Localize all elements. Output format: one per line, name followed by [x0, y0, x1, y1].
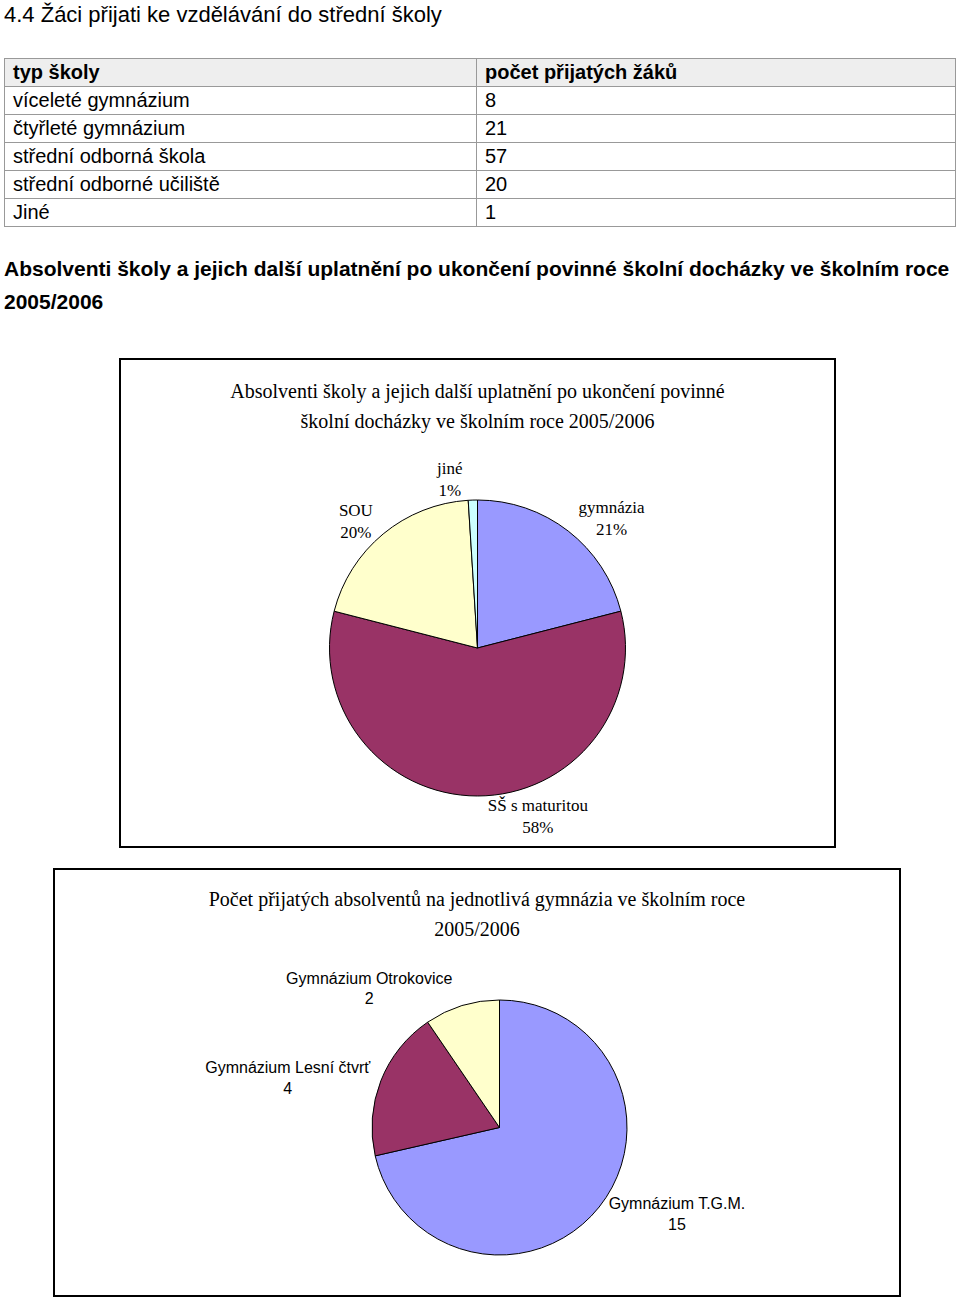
svg-text:SOU20%: SOU20%	[339, 501, 373, 542]
html-text:8: 8	[485, 89, 497, 111]
svg-text:Gymnázium Lesní čtvrť4: Gymnázium Lesní čtvrť4	[205, 1059, 371, 1097]
svg-text:jiné1%: jiné1%	[436, 459, 463, 500]
svg-text:Gymnázium T.G.M.15: Gymnázium T.G.M.15	[609, 1195, 746, 1233]
svg-text:Gymnázium Otrokovice2: Gymnázium Otrokovice2	[286, 970, 452, 1008]
html-text:čtyřleté gymnázium: čtyřleté gymnázium	[13, 117, 186, 139]
html-text:počet přijatých žáků: počet přijatých žáků	[485, 61, 678, 83]
html-text:Absolventi školy a jejich dalš: Absolventi školy a jejich další uplatněn…	[4, 257, 950, 313]
html-text:21: 21	[485, 117, 508, 139]
html-text:víceleté gymnázium: víceleté gymnázium	[13, 89, 190, 111]
html-text:typ školy: typ školy	[13, 61, 100, 83]
html-text:střední odborné učiliště: střední odborné učiliště	[13, 173, 220, 195]
html-text:1: 1	[485, 201, 497, 223]
svg-text:SŠ s maturitou58%: SŠ s maturitou58%	[488, 796, 589, 837]
html-text:Absolventi školy a jejich dalš: Absolventi školy a jejich další uplatněn…	[230, 380, 725, 432]
html-text:Počet přijatých absolventů na: Počet přijatých absolventů na jednotlivá…	[208, 888, 746, 940]
svg-text:gymnázia21%: gymnázia21%	[578, 498, 645, 539]
html-text:20: 20	[485, 173, 508, 195]
html-text:57: 57	[485, 145, 508, 167]
html-text:střední odborná škola: střední odborná škola	[13, 145, 206, 167]
html-text:Jiné: Jiné	[13, 201, 50, 223]
html-text:4.4 Žáci přijati ke vzdělávání: 4.4 Žáci přijati ke vzdělávání do středn…	[4, 2, 442, 27]
